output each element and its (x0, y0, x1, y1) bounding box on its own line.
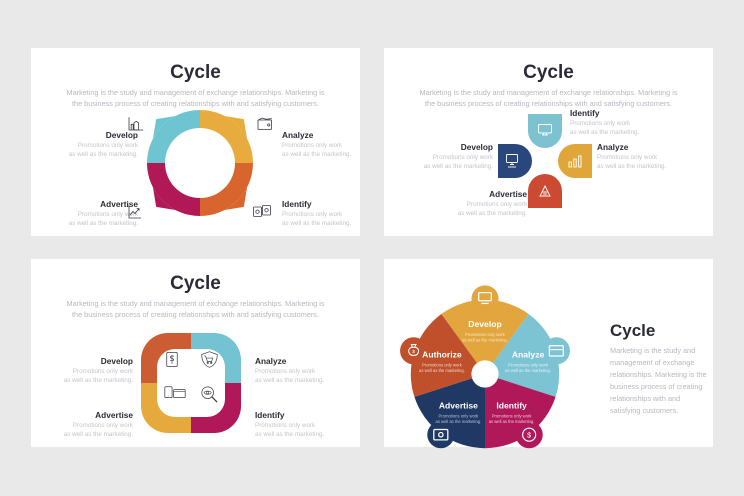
svg-text:$: $ (527, 430, 531, 439)
svg-text:$: $ (412, 349, 415, 355)
svg-text:as well as the marketing.: as well as the marketing. (489, 419, 535, 424)
svg-text:Identify: Identify (496, 400, 527, 410)
svg-text:Promotions only work: Promotions only work (492, 413, 533, 418)
svg-text:Authorize: Authorize (422, 350, 462, 360)
svg-text:as well as the marketing.: as well as the marketing. (505, 368, 551, 373)
svg-text:as well as the marketing.: as well as the marketing. (419, 368, 465, 373)
svg-text:Develop: Develop (468, 319, 501, 329)
svg-text:Promotions only work: Promotions only work (508, 363, 549, 368)
svg-text:Advertise: Advertise (439, 400, 478, 410)
svg-text:as well as the marketing.: as well as the marketing. (436, 419, 482, 424)
svg-text:Promotions only work: Promotions only work (439, 413, 480, 418)
svg-text:as well as the marketing.: as well as the marketing. (462, 337, 508, 342)
svg-text:Promotions only work: Promotions only work (465, 332, 506, 337)
svg-text:Promotions only work: Promotions only work (422, 363, 463, 368)
svg-text:Analyze: Analyze (512, 350, 545, 360)
